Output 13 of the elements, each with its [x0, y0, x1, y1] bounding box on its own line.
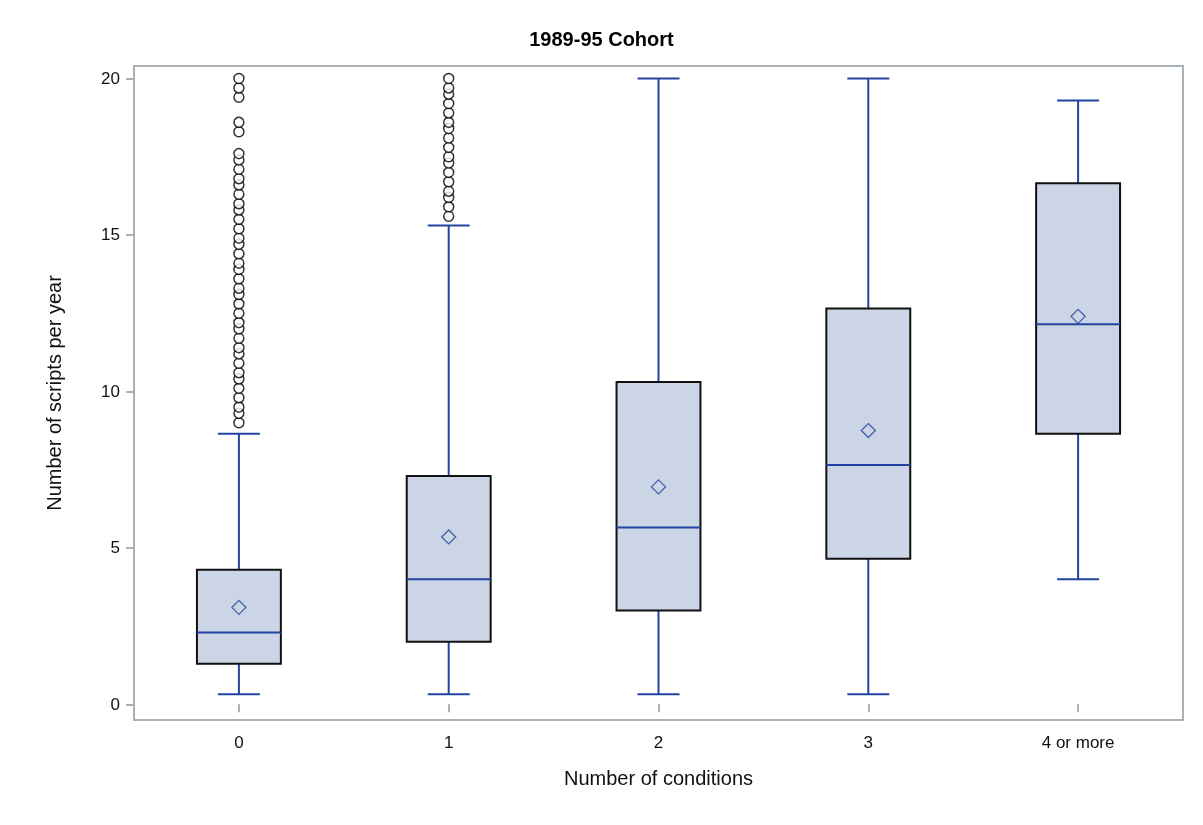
y-tick-label: 0 [110, 694, 120, 714]
x-tick-label: 1 [443, 733, 454, 752]
y-tick-label: 5 [110, 538, 120, 558]
x-axis-title: Number of conditions [564, 767, 753, 789]
y-tick-label: 10 [101, 381, 120, 401]
chart-title: 1989-95 Cohort [529, 28, 675, 50]
y-tick-label: 15 [101, 225, 120, 245]
x-tick-label: 4 or more [1041, 733, 1115, 752]
x-tick-label: 3 [863, 733, 874, 752]
x-tick-label: 2 [653, 733, 664, 752]
y-axis-title: Number of scripts per year [43, 274, 65, 511]
x-tick-label: 0 [234, 733, 244, 752]
y-tick-label: 20 [101, 69, 120, 89]
